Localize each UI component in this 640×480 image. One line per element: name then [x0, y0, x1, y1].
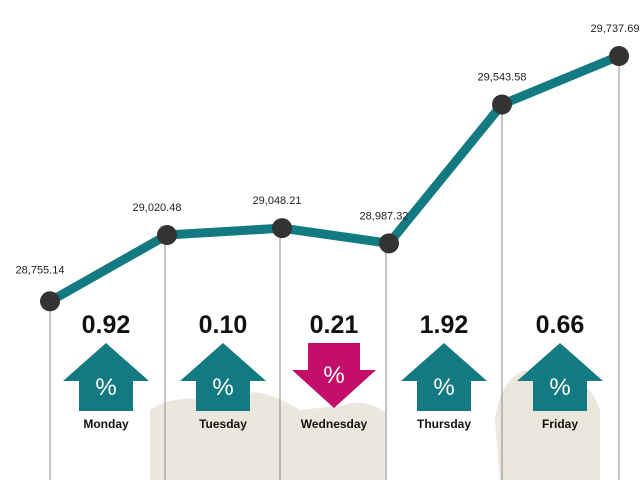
percent-icon: % — [95, 374, 116, 401]
arrow-up-icon — [517, 343, 603, 411]
data-point — [609, 46, 629, 67]
percent-icon: % — [549, 374, 570, 401]
data-label: 29,020.48 — [133, 202, 182, 214]
background-watermark-shape — [150, 392, 385, 480]
data-label: 29,543.58 — [478, 71, 527, 83]
arrow-down-icon — [292, 343, 376, 408]
data-label: 28,987.32 — [360, 210, 409, 222]
series-line — [45, 51, 624, 306]
data-point — [157, 225, 177, 246]
data-point — [379, 233, 399, 254]
change-value-label: 0.21 — [310, 311, 359, 339]
arrow-up-icon — [401, 343, 487, 411]
day-label: Thursday — [417, 417, 471, 431]
change-value-label: 1.92 — [420, 311, 469, 339]
data-point — [492, 94, 512, 115]
data-label: 29,048.21 — [253, 195, 302, 207]
percent-icon: % — [433, 374, 454, 401]
day-label: Wednesday — [301, 417, 368, 431]
change-value-label: 0.66 — [536, 311, 585, 339]
data-label: 29,737.69 — [591, 23, 640, 35]
percent-icon: % — [212, 374, 233, 401]
data-point — [272, 218, 292, 239]
percent-icon: % — [323, 362, 344, 389]
day-label: Monday — [83, 417, 129, 431]
change-value-label: 0.92 — [82, 311, 131, 339]
arrow-up-icon — [180, 343, 266, 411]
data-label: 28,755.14 — [16, 264, 65, 276]
arrow-up-icon — [63, 343, 149, 411]
change-value-label: 0.10 — [199, 311, 248, 339]
data-point — [40, 291, 60, 312]
day-label: Tuesday — [199, 417, 247, 431]
day-label: Friday — [542, 417, 578, 431]
